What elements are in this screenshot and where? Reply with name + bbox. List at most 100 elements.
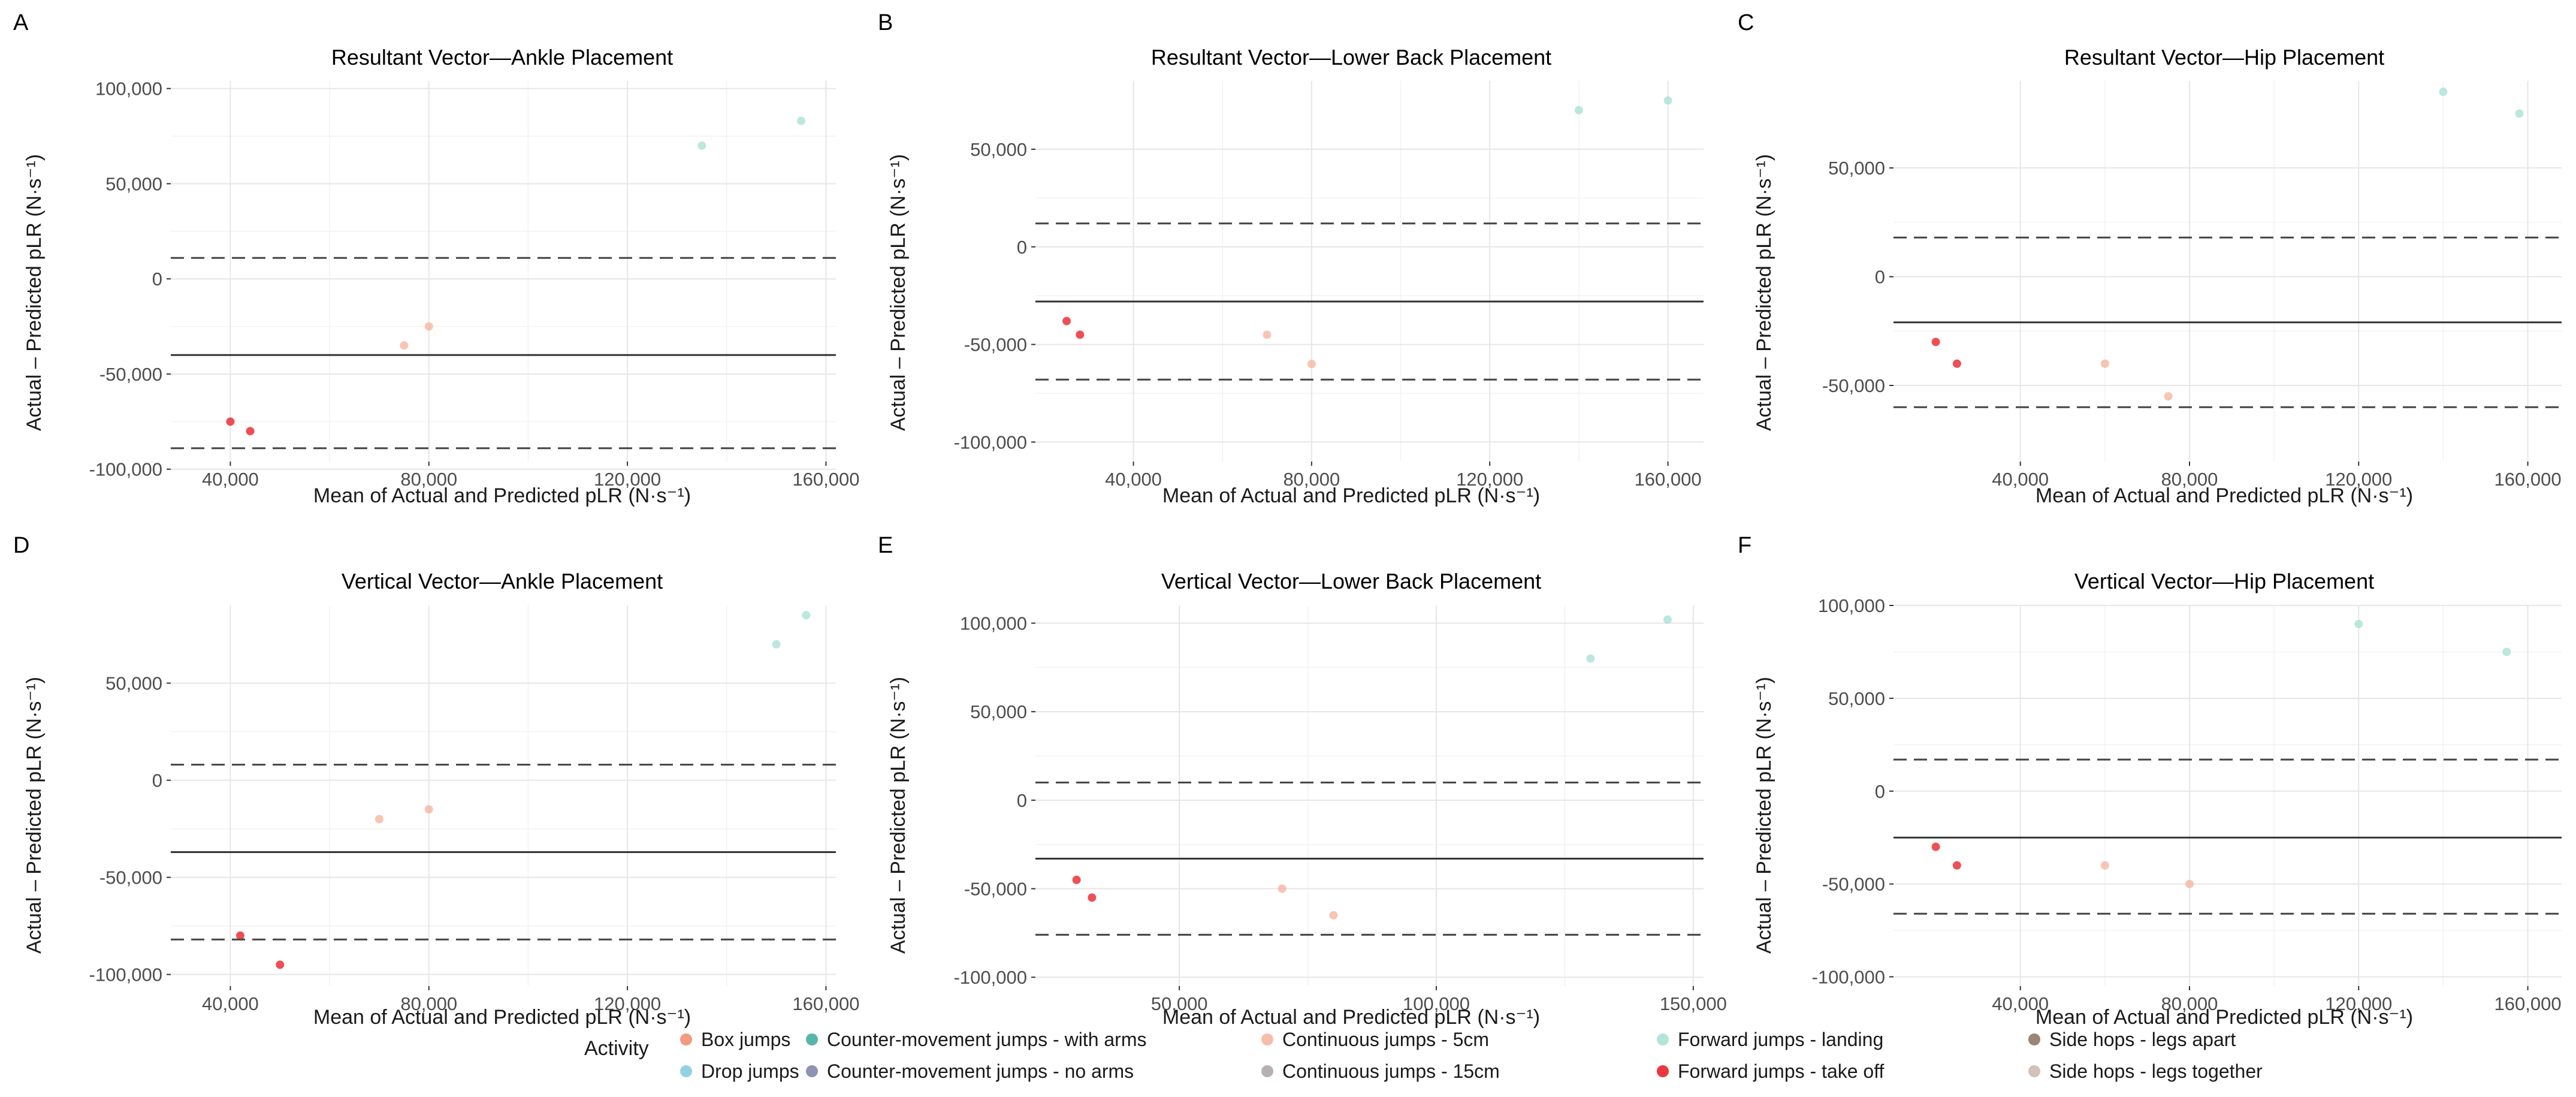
x-tick-label: 160,000	[2495, 993, 2562, 1014]
data-point	[1663, 615, 1672, 624]
data-point	[1952, 359, 1961, 368]
panel-e: E Vertical Vector—Lower Back Placement 5…	[878, 533, 1727, 1029]
data-point	[1263, 330, 1272, 339]
legend-swatch	[2028, 1065, 2040, 1077]
y-axis-label-a: Actual – Predicted pLR (N·s⁻¹)	[23, 154, 46, 431]
panel-label-e: E	[878, 533, 893, 558]
data-point	[1062, 317, 1071, 326]
legend-label: Box jumps	[701, 1029, 790, 1050]
plot-background	[1035, 605, 1704, 986]
data-point	[246, 427, 255, 436]
data-point	[1663, 96, 1672, 105]
legend-label: Forward jumps - landing	[1678, 1029, 1883, 1050]
x-tick-label: 100,000	[1403, 993, 1470, 1014]
x-axis-label-b: Mean of Actual and Predicted pLR (N·s⁻¹)	[1162, 484, 1540, 507]
y-axis-label-e: Actual – Predicted pLR (N·s⁻¹)	[887, 677, 910, 954]
x-tick-label: 40,000	[1105, 469, 1162, 490]
data-point	[772, 640, 781, 649]
data-point	[2100, 861, 2109, 870]
x-tick-label: 50,000	[1151, 993, 1208, 1014]
legend-item: Forward jumps - take off	[1657, 1060, 1885, 1082]
x-axis-label-e: Mean of Actual and Predicted pLR (N·s⁻¹)	[1162, 1006, 1540, 1029]
y-tick-label: -100,000	[89, 459, 162, 480]
legend-swatch	[680, 1033, 692, 1045]
legend-item: Counter-movement jumps - no arms	[806, 1060, 1134, 1082]
data-point	[2439, 88, 2448, 97]
panel-label-c: C	[1738, 10, 1754, 35]
y-tick-label: 100,000	[960, 613, 1027, 634]
y-tick-label: -50,000	[99, 867, 162, 888]
data-point	[2100, 359, 2109, 368]
legend-item: Side hops - legs together	[2028, 1060, 2263, 1082]
x-tick-label: 40,000	[1992, 469, 2049, 490]
y-tick-label: 50,000	[970, 139, 1027, 160]
y-tick-label: 0	[1017, 790, 1027, 811]
y-tick-label: -50,000	[964, 334, 1027, 355]
x-tick-label: 40,000	[202, 469, 259, 490]
data-points	[226, 116, 806, 436]
y-tick-label: -100,000	[89, 965, 162, 986]
x-tick-label: 80,000	[400, 993, 457, 1014]
data-point	[424, 322, 433, 331]
data-point	[1329, 911, 1338, 920]
plot-area-f: 40,000 80,000 120,000 160,000 -100,000 -50,00…	[1812, 595, 2562, 1014]
data-point	[1072, 875, 1081, 884]
plot-background	[171, 605, 836, 986]
panel-label-a: A	[13, 10, 29, 35]
x-axis-label-f: Mean of Actual and Predicted pLR (N·s⁻¹)	[2036, 1006, 2413, 1029]
y-tick-label: 50,000	[970, 701, 1027, 722]
plot-area-d: 40,000 80,000 120,000 160,000 -100,000 -50,00…	[89, 605, 859, 1014]
y-tick-label: 50,000	[1828, 158, 1885, 179]
legend-item: Drop jumps	[680, 1060, 799, 1082]
legend-item: Counter-movement jumps - with arms	[806, 1029, 1146, 1050]
data-point	[797, 116, 806, 125]
panel-label-d: D	[13, 533, 29, 558]
y-tick-label: -50,000	[964, 879, 1027, 900]
data-point	[1574, 106, 1583, 114]
y-tick-label: 0	[152, 770, 162, 791]
data-point	[697, 141, 706, 150]
x-tick-label: 80,000	[2161, 993, 2218, 1014]
panel-title-e: Vertical Vector—Lower Back Placement	[1161, 569, 1541, 593]
data-points	[1931, 88, 2524, 401]
plot-area-e: 50,000 100,000 150,000 -100,000 -50,000 0 50,0…	[954, 605, 1727, 1014]
data-point	[375, 815, 383, 824]
y-axis-label-b: Actual – Predicted pLR (N·s⁻¹)	[887, 154, 910, 431]
data-point	[2515, 109, 2524, 118]
y-tick-label: 100,000	[1818, 595, 1885, 616]
data-point	[1952, 861, 1961, 870]
panel-label-b: B	[878, 10, 893, 35]
legend-swatch	[806, 1065, 818, 1077]
x-tick-label: 160,000	[1635, 469, 1702, 490]
panel-c: C Resultant Vector—Hip Placement 40,000 8…	[1738, 10, 2562, 507]
legend-label: Drop jumps	[701, 1060, 799, 1082]
data-points	[1931, 619, 2511, 888]
legend-item: Forward jumps - landing	[1657, 1029, 1883, 1050]
plot-area-b: 40,000 80,000 120,000 160,000 -100,000 -50,00…	[954, 81, 1704, 490]
x-tick-label: 150,000	[1660, 993, 1727, 1014]
data-point	[400, 341, 409, 350]
legend-item: Continuous jumps - 15cm	[1261, 1060, 1500, 1082]
data-point	[2354, 619, 2363, 628]
x-tick-label: 160,000	[2495, 469, 2562, 490]
plot-background	[1894, 81, 2562, 462]
legend-swatch	[1657, 1065, 1669, 1077]
legend-title: Activity	[584, 1037, 649, 1060]
data-point	[1088, 893, 1097, 902]
y-axis-label-d: Actual – Predicted pLR (N·s⁻¹)	[23, 677, 46, 954]
y-tick-label: 50,000	[105, 173, 162, 194]
legend-label: Counter-movement jumps - with arms	[827, 1029, 1146, 1050]
y-tick-label: 50,000	[1828, 688, 1885, 709]
panel-title-b: Resultant Vector—Lower Back Placement	[1151, 45, 1551, 70]
y-tick-label: -50,000	[99, 364, 162, 385]
data-point	[2502, 647, 2511, 656]
data-point	[2164, 392, 2173, 401]
x-tick-label: 160,000	[792, 469, 859, 490]
legend-swatch	[680, 1065, 692, 1077]
legend-label: Side hops - legs together	[2049, 1060, 2263, 1082]
legend-label: Continuous jumps - 15cm	[1282, 1060, 1500, 1082]
data-point	[276, 960, 285, 969]
x-tick-label: 40,000	[202, 993, 259, 1014]
data-points	[235, 611, 811, 969]
